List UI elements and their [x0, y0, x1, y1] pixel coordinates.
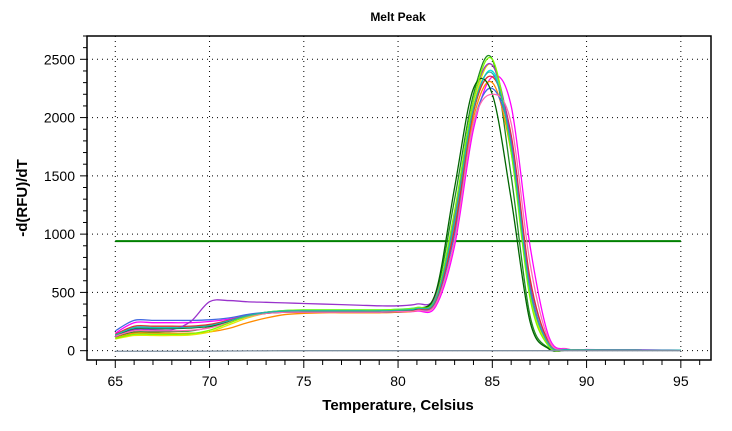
y-tick-label: 2000 [44, 110, 75, 126]
y-tick-label: 1000 [44, 226, 75, 242]
y-tick-label: 1500 [44, 168, 75, 184]
x-tick-label: 80 [390, 373, 406, 389]
series-line-well-12 [115, 71, 681, 351]
y-tick-label: 500 [52, 284, 76, 300]
y-axis-label: -d(RFU)/dT [14, 159, 31, 236]
x-tick-label: 75 [296, 373, 312, 389]
axes: 65 70 75 80 85 90 95 0 500 1000 1500 2000 2500 [44, 35, 701, 389]
series-line-well-13 [115, 350, 681, 352]
chart-title: Melt Peak [370, 10, 426, 24]
plot-frame [86, 35, 712, 361]
series-layer [114, 54, 681, 352]
x-axis-label: Temperature, Celsius [322, 397, 473, 414]
series-line-well-3 [115, 69, 681, 351]
y-tick-label: 0 [67, 343, 75, 359]
x-tick-label: 70 [202, 373, 218, 389]
y-tick-label: 2500 [44, 51, 75, 67]
x-tick-label: 95 [673, 373, 689, 389]
x-tick-label: 90 [579, 373, 595, 389]
x-tick-label: 85 [485, 373, 501, 389]
x-tick-label: 65 [107, 373, 123, 389]
